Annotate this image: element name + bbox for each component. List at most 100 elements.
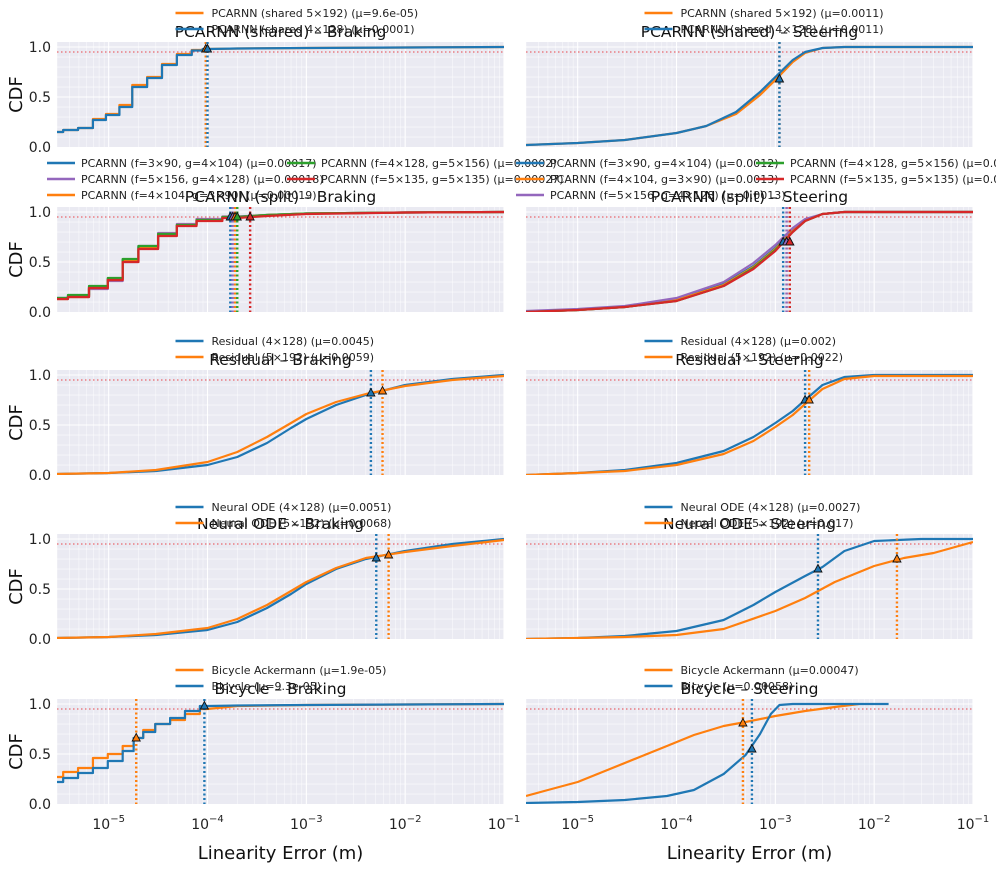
legend-label: Bicycle Ackermann (μ=0.00047) [681, 664, 859, 677]
series-line-1 [57, 374, 504, 475]
series-line-1 [526, 45, 973, 147]
x-tick-label: 10−4 [660, 814, 693, 833]
legend-label: PCARNN (shared 5×192) (μ=0.0011) [681, 7, 884, 20]
legend-label: PCARNN (f=4×104, g=3×90) (μ=0.0013) [550, 173, 779, 186]
mean-marker-1 [747, 743, 757, 753]
y-tick-label: 0.0 [29, 797, 51, 813]
y-tick-label: 1.0 [29, 697, 51, 713]
plot-area [526, 207, 973, 312]
legend-label: Neural ODE (5×192) (μ=0.0068) [212, 517, 392, 530]
series-line-1 [526, 702, 889, 804]
legend-label: Neural ODE (4×128) (μ=0.0027) [681, 501, 861, 514]
chart-title: Bicycle – Steering [681, 680, 819, 698]
legend-label: PCARNN (f=4×104, g=3×90) (μ=0.00019) [81, 189, 317, 202]
legend-label: PCARNN (shared 4×128) (μ=0.0001) [212, 23, 415, 36]
chart-title: PCARNN (split) – Steering [651, 188, 848, 206]
legend-label: PCARNN (f=5×156, g=4×128) (μ=0.0013) [550, 189, 786, 202]
legend-label: Bicycle (μ=0.00058) [681, 680, 794, 693]
x-tick-label: 10−3 [290, 814, 323, 833]
plot-area [57, 534, 504, 639]
mean-marker-1 [892, 553, 902, 563]
legend: Residual (4×128) (μ=0.0045) Residual (5×1… [175, 335, 375, 364]
y-tick-label: 1.0 [29, 40, 51, 56]
y-tick-label: 0.5 [29, 418, 51, 434]
panel-8: 0.0 0.5 1.0 CDF 10−5 10−4 10−3 10−2 10−1 Linearit… [6, 664, 520, 864]
mean-marker-1 [774, 73, 785, 83]
y-tick-label: 1.0 [29, 205, 51, 221]
chart-title: Residual – Braking [209, 351, 352, 369]
legend: PCARNN (shared 5×192) (μ=0.0011) PCARNN (… [644, 7, 884, 36]
plot-area [57, 42, 504, 147]
x-tick-label: 10−3 [759, 814, 792, 833]
y-axis-label: CDF [6, 241, 27, 278]
y-tick-label: 1.0 [29, 532, 51, 548]
legend-label: PCARNN (f=5×135, g=5×135) (μ=0.0014) [790, 173, 996, 186]
mean-marker-0 [366, 387, 376, 397]
mean-marker-1 [377, 385, 388, 395]
series-line-1 [526, 374, 973, 475]
chart-title: Residual – Steering [675, 351, 823, 369]
series-line-4 [526, 210, 973, 312]
y-tick-label: 0.0 [29, 140, 51, 156]
chart-title: Neural ODE – Braking [197, 515, 364, 533]
chart-title: PCARNN (shared) – Steering [641, 23, 859, 41]
legend-label: Bicycle Ackermann (μ=1.9e-05) [212, 664, 387, 677]
legend-label: Residual (5×192) (μ=0.0059) [212, 351, 375, 364]
x-axis-label: Linearity Error (m) [198, 843, 364, 864]
series-line-0 [526, 702, 859, 798]
series-line-1 [57, 702, 504, 784]
chart-title: PCARNN (shared) – Braking [175, 23, 387, 41]
legend-label: Residual (5×192) (μ=0.0022) [681, 351, 844, 364]
legend: PCARNN (f=3×90, g=4×104) (μ=0.00017) PCAR… [47, 157, 564, 202]
legend-label: PCARNN (f=5×156, g=4×128) (μ=0.00018) [81, 173, 324, 186]
legend-label: PCARNN (f=5×135, g=5×135) (μ=0.00027) [321, 173, 564, 186]
x-tick-label: 10−5 [92, 814, 125, 833]
mean-marker-0 [813, 563, 823, 573]
chart-title: PCARNN (split) – Braking [185, 188, 376, 206]
mean-marker-3 [232, 211, 243, 221]
chart-title: Neural ODE – Steering [663, 515, 836, 533]
y-axis-label: CDF [6, 76, 27, 113]
series-line-1 [57, 45, 504, 134]
mean-marker-0 [371, 552, 382, 562]
series-line-4 [57, 210, 504, 301]
series-line-1 [57, 538, 504, 639]
panel-3: PCARNN (split) – Steering PCARNN (f=3×90,… [516, 157, 996, 312]
mean-marker-0 [738, 717, 748, 727]
y-tick-label: 1.0 [29, 368, 51, 384]
legend-label: Residual (4×128) (μ=0.0045) [212, 335, 375, 348]
legend-label: PCARNN (f=4×128, g=5×156) (μ=0.0014) [790, 157, 996, 170]
plot-area [526, 42, 973, 147]
legend-label: Bicycle (μ=9.3e-05) [212, 680, 322, 693]
y-tick-label: 0.5 [29, 582, 51, 598]
mean-marker-1 [199, 700, 210, 710]
mean-marker-4 [245, 211, 255, 221]
panel-9: 10−5 10−4 10−3 10−2 10−1 Linearity Error (m) B… [525, 664, 990, 864]
plot-area [57, 370, 504, 475]
x-axis-label: Linearity Error (m) [667, 843, 833, 864]
y-axis-label: CDF [6, 568, 27, 605]
y-axis-label: CDF [6, 733, 27, 770]
y-axis-label: CDF [6, 404, 27, 441]
y-tick-label: 0.0 [29, 632, 51, 648]
series-line-1 [526, 540, 973, 639]
x-tick-label: 10−1 [957, 814, 990, 833]
legend-label: PCARNN (f=4×128, g=5×156) (μ=0.0002) [321, 157, 557, 170]
y-tick-label: 0.5 [29, 747, 51, 763]
x-tick-label: 10−5 [561, 814, 594, 833]
legend-label: PCARNN (f=3×90, g=4×104) (μ=0.00017) [81, 157, 317, 170]
legend-label: PCARNN (f=3×90, g=4×104) (μ=0.0012) [550, 157, 779, 170]
legend-label: Neural ODE (4×128) (μ=0.0051) [212, 501, 392, 514]
y-tick-label: 0.5 [29, 90, 51, 106]
mean-marker-1 [202, 43, 213, 53]
plot-area [526, 534, 973, 639]
mean-marker-1 [383, 549, 394, 559]
panel-0: 0.0 0.5 1.0 CDF PCARNN (shared) – BrakingPCA… [6, 7, 505, 156]
